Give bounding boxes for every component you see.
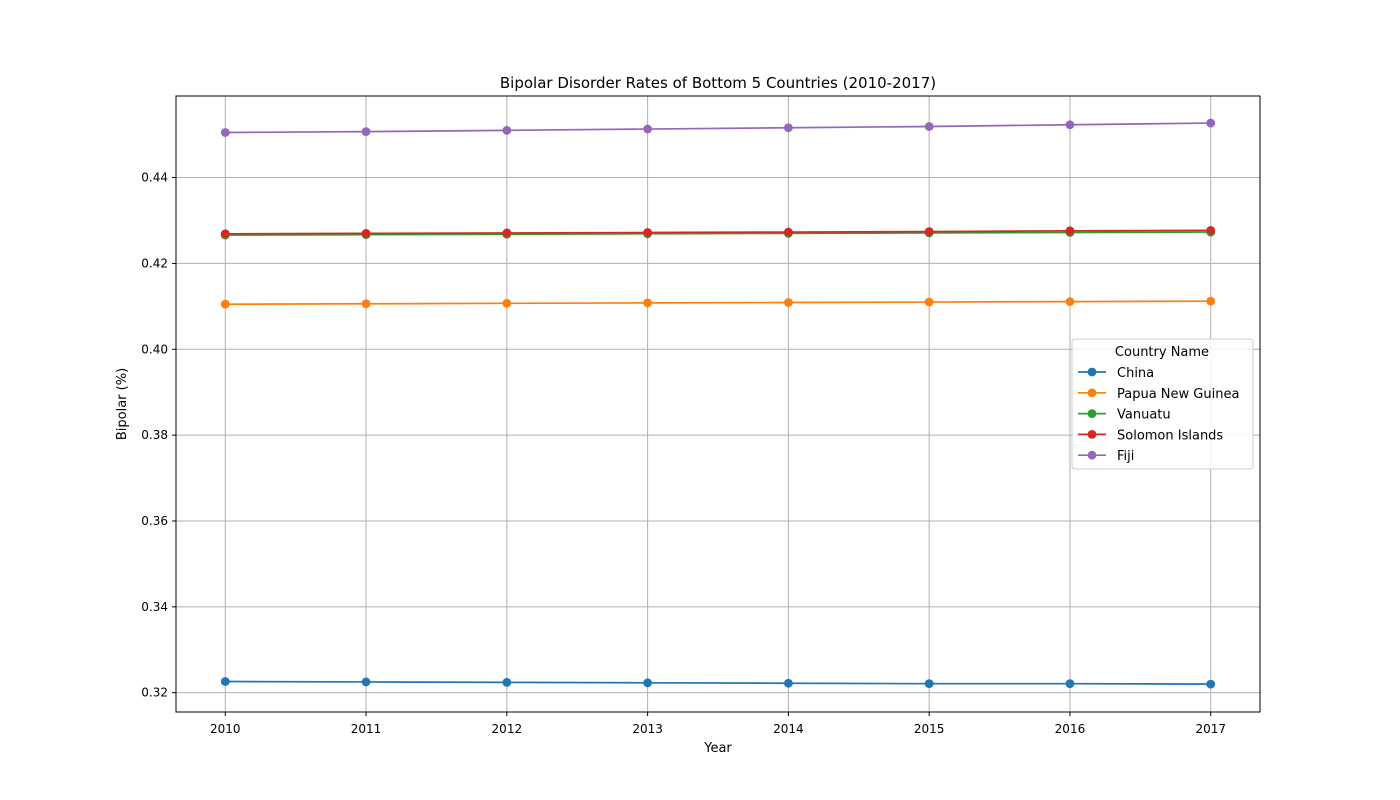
data-point-china [1206,679,1216,689]
legend-label: China [1117,366,1154,381]
data-point-china [220,677,230,686]
data-point-papua-new-guinea [1206,296,1216,306]
series-line-papua-new-guinea [225,300,1211,306]
plot-frame [175,95,1261,713]
data-point-fiji [1065,120,1075,130]
data-point-papua-new-guinea [783,298,793,307]
data-point-fiji [783,123,793,133]
data-point-papua-new-guinea [643,298,653,308]
legend-items: China Papua New Guinea Vanuatu Solomon Isla… [1078,366,1239,464]
legend-swatch-marker [1087,450,1097,460]
data-point-solomon-islands [1065,226,1075,236]
legend-item-fiji: Fiji [1078,449,1134,464]
legend-item-solomon-islands: Solomon Islands [1078,428,1223,443]
data-point-china [361,677,371,687]
x-tick-label: 2011 [351,722,382,736]
series-china [220,677,1216,689]
x-tick-label: 2016 [1055,722,1086,736]
x-tick-label: 2012 [492,722,523,736]
data-point-fiji [1206,118,1216,128]
data-point-china [502,677,512,687]
data-point-fiji [643,124,653,134]
data-point-solomon-islands [1206,225,1216,235]
legend-label: Fiji [1117,449,1134,464]
data-point-fiji [502,125,512,135]
legend-item-vanuatu: Vanuatu [1078,408,1171,423]
legend: Country Name China Papua New Guinea Vanuat… [1071,338,1254,470]
series-line-china [225,680,1211,685]
data-point-fiji [924,122,934,131]
y-tick-label: 0.36 [141,514,168,528]
series-fiji [220,118,1216,137]
legend-item-papua-new-guinea: Papua New Guinea [1078,387,1239,402]
y-tick-label: 0.32 [141,686,168,700]
x-tick-label: 2014 [773,722,804,736]
series-line-solomon-islands [225,229,1211,235]
data-point-solomon-islands [220,229,230,239]
x-tick-label: 2015 [914,722,945,736]
data-point-papua-new-guinea [502,298,512,308]
x-tick-label: 2013 [632,722,663,736]
x-axis-ticks: 2010 2011 2012 2013 2014 2015 2016 2017 [210,712,1226,736]
data-point-papua-new-guinea [1065,297,1075,307]
legend-swatch-marker [1087,388,1097,398]
data-point-china [643,678,653,688]
data-point-solomon-islands [502,228,512,238]
y-axis-ticks: 0.32 0.34 0.36 0.38 0.40 0.42 0.44 [141,171,176,700]
series-solomon-islands [220,225,1216,239]
legend-swatch-marker [1087,367,1097,377]
data-point-china [783,678,793,688]
series-line-fiji [225,122,1211,134]
data-point-solomon-islands [361,228,371,238]
data-point-solomon-islands [643,228,653,237]
legend-swatch-marker [1087,430,1097,439]
legend-label: Papua New Guinea [1117,387,1239,402]
data-point-fiji [361,127,371,137]
series-line-vanuatu [225,231,1211,236]
legend-item-china: China [1078,366,1154,381]
data-point-papua-new-guinea [220,299,230,309]
data-point-papua-new-guinea [924,297,934,307]
y-tick-label: 0.42 [141,256,168,270]
legend-swatch-marker [1087,409,1097,418]
data-point-papua-new-guinea [361,299,371,309]
y-tick-label: 0.38 [141,428,168,442]
legend-title: Country Name [1115,345,1209,360]
y-tick-label: 0.34 [141,600,168,614]
legend-label: Solomon Islands [1117,428,1223,443]
series-papua-new-guinea [220,296,1216,309]
legend-box [1071,338,1254,470]
data-point-fiji [220,128,230,137]
y-tick-label: 0.40 [141,342,168,356]
y-tick-label: 0.44 [141,171,168,185]
chart-title: Bipolar Disorder Rates of Bottom 5 Count… [500,74,936,92]
x-tick-label: 2017 [1195,722,1226,736]
x-axis-label: Year [703,741,732,756]
x-tick-label: 2010 [210,722,241,736]
data-point-china [924,679,934,689]
series-layer [220,118,1216,689]
data-point-solomon-islands [924,227,934,237]
data-point-china [1065,679,1075,689]
legend-label: Vanuatu [1117,408,1171,423]
data-point-solomon-islands [783,227,793,237]
y-axis-label: Bipolar (%) [115,368,130,440]
